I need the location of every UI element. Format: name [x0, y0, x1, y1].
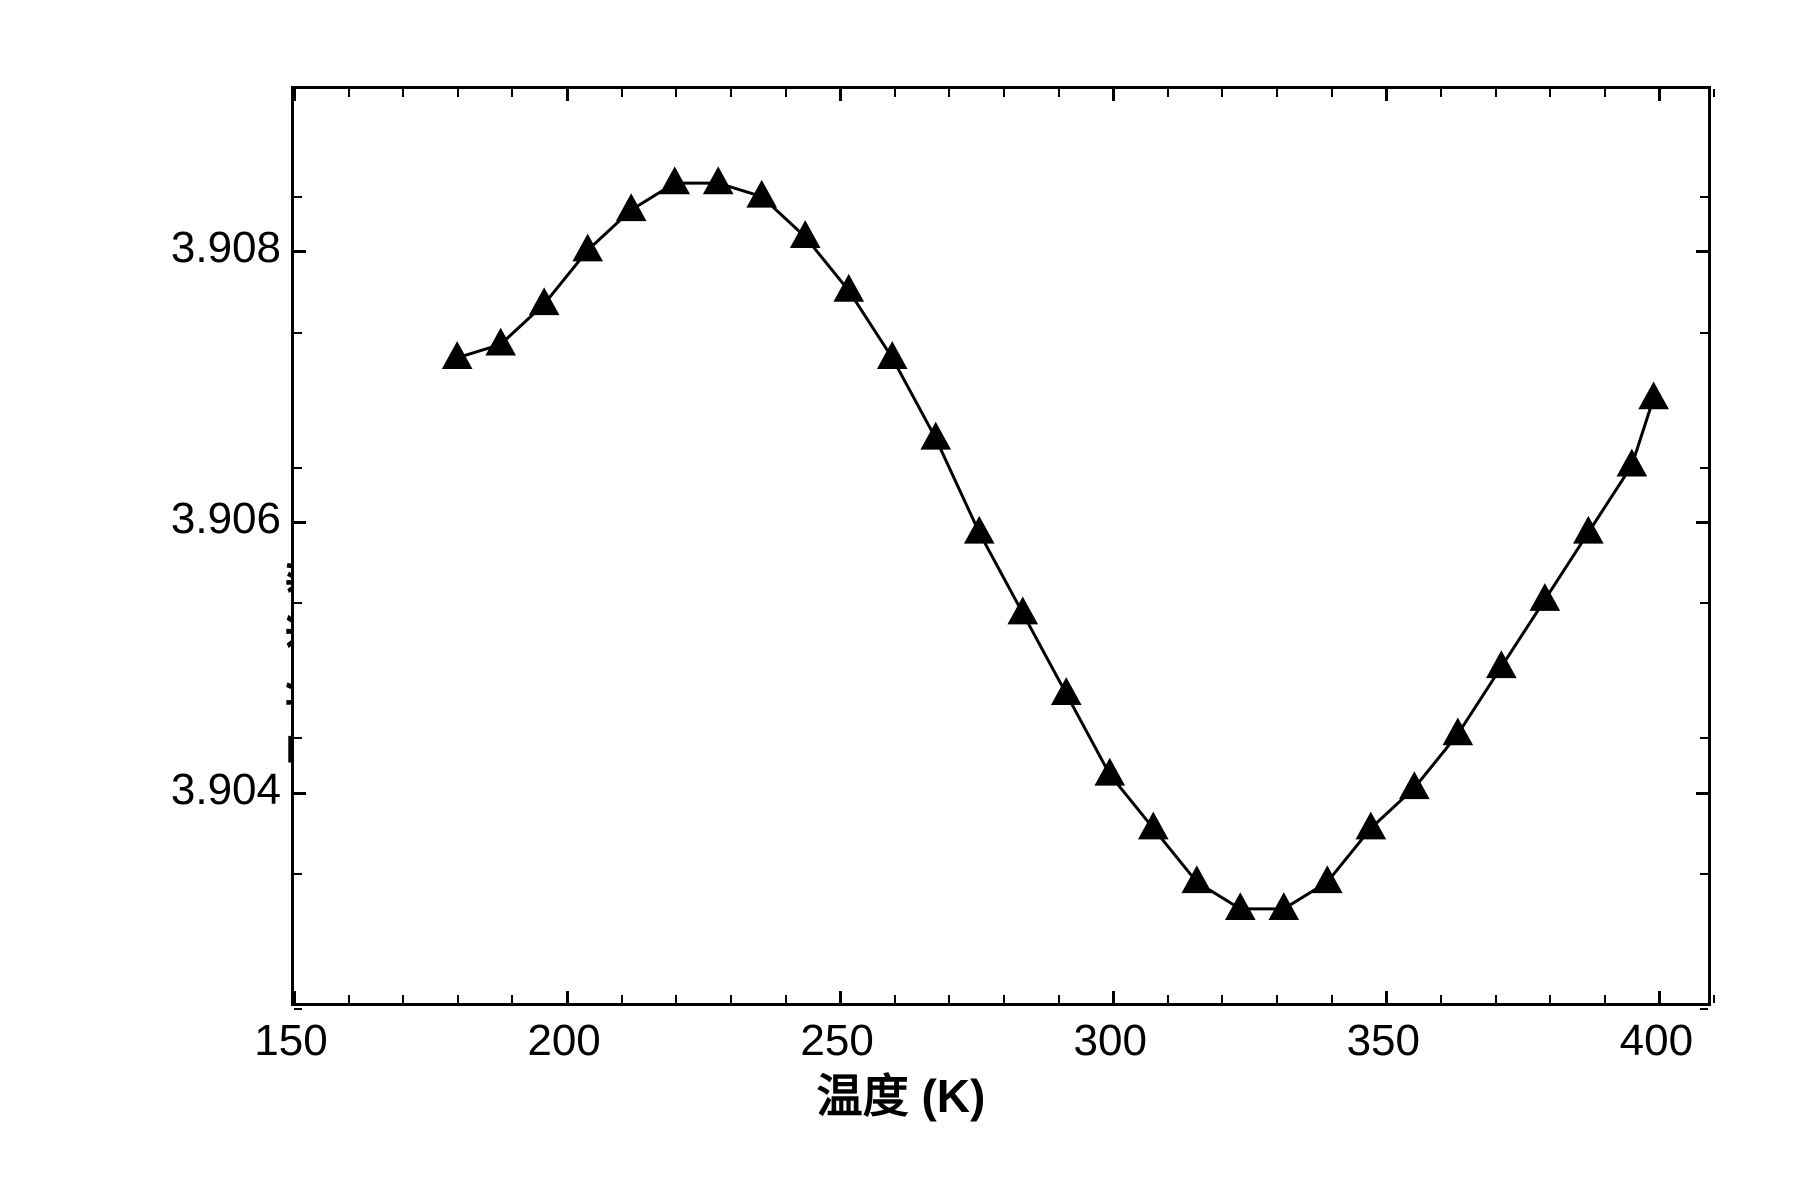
chart-container: 晶 格 常 数 (×10⁻¹nm) 温度 (K) 3.9043.9063.908…	[51, 46, 1751, 1146]
data-marker	[790, 220, 821, 248]
y-tick-label: 3.906	[171, 494, 281, 544]
x-tick-label: 250	[800, 1016, 873, 1066]
data-marker	[1638, 381, 1669, 409]
x-tick-label: 300	[1074, 1016, 1147, 1066]
data-marker	[1007, 597, 1038, 625]
data-marker	[877, 341, 908, 369]
data-marker	[1094, 758, 1125, 786]
data-line	[457, 183, 1653, 909]
data-marker	[1442, 717, 1473, 745]
chart-svg	[294, 89, 1708, 1003]
data-marker	[1573, 516, 1604, 544]
data-marker	[485, 328, 516, 356]
y-tick-label: 3.908	[171, 223, 281, 273]
data-marker	[572, 234, 603, 262]
data-marker	[1530, 583, 1561, 611]
data-marker	[616, 193, 647, 221]
data-marker	[1617, 449, 1648, 477]
x-tick-label: 150	[254, 1016, 327, 1066]
data-marker	[703, 166, 734, 194]
data-marker	[659, 166, 690, 194]
data-marker	[920, 422, 951, 450]
data-marker	[1355, 812, 1386, 840]
data-marker	[1051, 677, 1082, 705]
x-tick-label: 350	[1347, 1016, 1420, 1066]
data-marker	[964, 516, 995, 544]
plot-area	[291, 86, 1711, 1006]
data-marker	[1225, 892, 1256, 920]
x-tick-label: 200	[527, 1016, 600, 1066]
x-axis-label: 温度 (K)	[817, 1060, 986, 1126]
data-marker	[1268, 892, 1299, 920]
y-tick-label: 3.904	[171, 765, 281, 815]
data-marker	[1486, 650, 1517, 678]
x-tick-label: 400	[1620, 1016, 1693, 1066]
